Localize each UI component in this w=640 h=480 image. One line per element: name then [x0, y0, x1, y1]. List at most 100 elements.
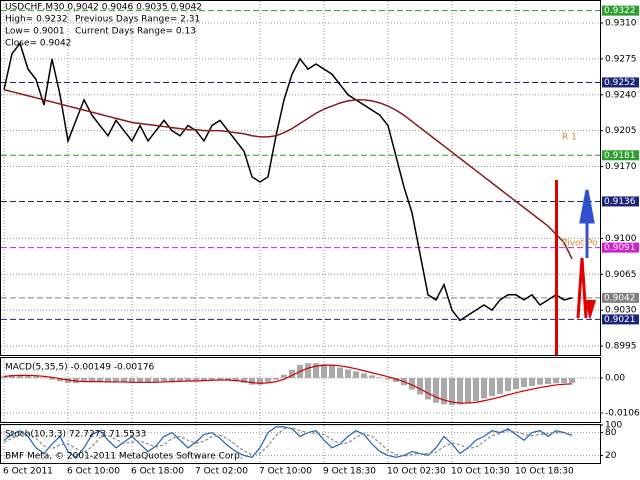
histogram-bar [561, 378, 567, 383]
histogram-bar [537, 378, 543, 385]
main-frame [0, 0, 601, 356]
x-tick-label: 7 Oct 02:00 [195, 467, 248, 477]
histogram-bar [241, 378, 247, 383]
y-tick-label: 0.9030 [605, 306, 637, 316]
histogram-bar [385, 378, 391, 380]
histogram-bar [281, 374, 287, 379]
y-tick-label: 100 [605, 421, 622, 431]
level-tag [602, 150, 639, 161]
histogram-bar [49, 378, 55, 380]
histogram-bar [321, 364, 327, 379]
histogram-bar [521, 378, 527, 388]
histogram-bar [465, 378, 471, 403]
y-tick-label: 80 [605, 428, 617, 438]
level-tag [602, 196, 639, 207]
histogram-bar [225, 378, 231, 381]
info-text: Low= 0.9001 [5, 27, 65, 37]
histogram-bar [89, 378, 95, 382]
pivot-bar [555, 180, 558, 355]
info-text: Current Days Range= 0.13 [75, 27, 196, 37]
level-tag [602, 5, 639, 16]
x-tick-label: 6 Oct 10:00 [67, 467, 120, 477]
histogram-bar [137, 378, 143, 383]
histogram-bar [449, 378, 455, 406]
y-tick-label: 0.9205 [605, 126, 637, 136]
histogram-bar [433, 378, 439, 403]
histogram-bar [57, 378, 63, 382]
x-tick-label: 7 Oct 10:00 [259, 467, 312, 477]
x-tick-label: 10 Oct 10:30 [451, 467, 510, 477]
histogram-bar [105, 378, 111, 383]
y-tick-label: 0.9170 [605, 162, 637, 172]
histogram-bar [361, 373, 367, 379]
histogram-bar [81, 378, 87, 382]
y-tick-label: 0.9065 [605, 270, 637, 280]
histogram-bar [553, 378, 559, 384]
level-label: 0.9252 [604, 78, 636, 88]
macd-frame [0, 357, 601, 423]
y-tick-label: 0.9275 [605, 54, 637, 64]
histogram-bar [153, 378, 159, 382]
series-line [3, 88, 573, 260]
y-tick-label: 0.9100 [605, 234, 637, 244]
histogram-bar [273, 378, 279, 380]
histogram-bar [345, 369, 351, 379]
histogram-bar [489, 378, 495, 397]
histogram-bar [289, 369, 295, 379]
histogram-bar [249, 378, 255, 385]
histogram-bar [257, 378, 263, 385]
y-tick-label: -0.01062 [605, 409, 640, 419]
histogram-bar [457, 378, 463, 405]
histogram-bar [33, 376, 39, 379]
histogram-bar [185, 378, 191, 381]
down-arrow [584, 300, 596, 320]
histogram-bar [169, 378, 175, 381]
histogram-bar [505, 378, 511, 392]
histogram-bar [201, 378, 207, 381]
histogram-bar [25, 375, 31, 379]
series-line [3, 427, 573, 457]
level-tag [602, 314, 639, 325]
level-label: 0.9181 [604, 151, 636, 161]
histogram-bar [265, 378, 271, 383]
info-text: High= 0.9232 [5, 15, 68, 25]
x-tick-label: 6 Oct 2011 [3, 467, 53, 477]
level-label: 0.9322 [604, 6, 636, 16]
histogram-bar [17, 374, 23, 379]
histogram-bar [113, 378, 119, 382]
histogram-bar [217, 378, 223, 380]
histogram-bar [305, 363, 311, 379]
histogram-bar [393, 378, 399, 382]
histogram-bar [481, 378, 487, 399]
histogram-bar [121, 378, 127, 383]
x-tick-label: 9 Oct 18:30 [323, 467, 376, 477]
histogram-bar [9, 374, 15, 379]
y-tick-label: 0.9310 [605, 18, 637, 28]
histogram-bar [369, 375, 375, 379]
level-tag [602, 242, 639, 253]
histogram-bar [177, 378, 183, 381]
level-label: 0.9021 [604, 315, 636, 325]
level-label: 0.9136 [604, 197, 636, 207]
y-tick-label: 20 [605, 451, 617, 461]
x-tick-label: 10 Oct 18:30 [515, 467, 574, 477]
histogram-bar [41, 378, 47, 379]
level-tag [602, 292, 639, 303]
histogram-bar [353, 371, 359, 379]
histogram-bar [473, 378, 479, 402]
x-tick-label: 10 Oct 02:30 [387, 467, 446, 477]
info-text: Previous Days Range= 2.31 [75, 15, 200, 25]
histogram-bar [513, 378, 519, 390]
zigzag [576, 257, 588, 319]
level-label: 0.9091 [604, 243, 636, 253]
histogram-bar [417, 378, 423, 395]
histogram-bar [1, 376, 7, 379]
histogram-bar [233, 378, 239, 382]
histogram-bar [129, 378, 135, 383]
histogram-bar [425, 378, 431, 400]
histogram-bar [497, 378, 503, 394]
histogram-bar [161, 378, 167, 382]
histogram-bar [313, 363, 319, 379]
